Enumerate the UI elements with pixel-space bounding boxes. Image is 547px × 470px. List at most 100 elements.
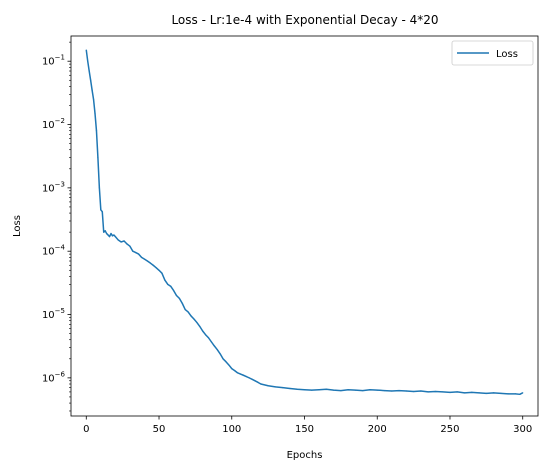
data-point: [282, 387, 284, 389]
data-point: [164, 279, 166, 281]
legend: Loss: [451, 40, 534, 66]
data-point: [143, 258, 146, 260]
legend-label: Loss: [496, 49, 518, 60]
data-point: [405, 390, 407, 392]
data-point: [274, 386, 277, 388]
data-point: [138, 253, 140, 255]
x-tick-label: 100: [222, 424, 241, 435]
data-point: [225, 361, 227, 363]
data-point: [391, 390, 393, 392]
data-point: [132, 250, 134, 252]
data-point: [175, 294, 178, 297]
data-point: [140, 256, 143, 258]
data-point: [242, 374, 244, 376]
data-point: [234, 370, 236, 372]
data-point: [187, 311, 189, 313]
data-point: [170, 285, 172, 287]
data-point: [420, 390, 422, 392]
data-point: [216, 348, 218, 351]
x-tick-label: 200: [368, 424, 387, 435]
data-point: [311, 389, 313, 391]
data-point: [289, 387, 291, 390]
data-point: [92, 98, 95, 100]
data-point: [190, 315, 192, 317]
chart-title: Loss - Lr:1e-4 with Exponential Decay - …: [171, 13, 438, 27]
data-point: [193, 318, 195, 320]
data-point: [514, 393, 517, 395]
x-ticks: 0 50 100 150 200 250 300: [83, 416, 532, 435]
data-point: [478, 392, 480, 394]
y-tick-label: 10−2: [42, 117, 65, 131]
legend-box: [451, 40, 534, 66]
data-point: [442, 391, 444, 393]
data-point: [383, 389, 386, 392]
data-point: [110, 232, 112, 235]
data-point: [369, 389, 371, 391]
data-point: [100, 209, 102, 211]
data-point: [202, 330, 204, 332]
data-point: [91, 89, 93, 91]
y-tick-label: 10−5: [42, 307, 65, 321]
data-point: [354, 389, 357, 391]
data-point: [485, 392, 487, 394]
y-tick-label: 10−3: [42, 180, 65, 194]
data-point: [434, 390, 437, 393]
data-point: [146, 260, 148, 262]
data-point: [199, 325, 201, 327]
y-axis-label: Loss: [12, 215, 23, 237]
data-point: [149, 262, 151, 264]
x-axis-label: Epochs: [287, 450, 323, 461]
data-point: [172, 289, 175, 292]
data-point: [228, 364, 230, 366]
data-point: [108, 236, 111, 238]
data-point: [507, 393, 509, 395]
data-point: [129, 245, 131, 247]
data-point: [236, 372, 239, 374]
x-tick-label: 50: [153, 424, 166, 435]
y-tick-label: 10−1: [42, 54, 65, 68]
data-point: [107, 234, 109, 236]
data-point: [427, 391, 429, 393]
data-point: [500, 392, 502, 394]
data-point: [332, 389, 335, 391]
data-point: [362, 389, 364, 392]
y-tick-label: 10−4: [42, 244, 66, 258]
x-tick-label: 0: [83, 424, 89, 435]
data-point: [248, 377, 250, 379]
data-point: [161, 272, 163, 274]
data-point: [340, 389, 342, 392]
plot-frame: [70, 35, 539, 417]
data-point: [251, 378, 253, 380]
data-point: [101, 211, 103, 213]
data-point: [113, 234, 115, 236]
data-point: [413, 390, 415, 393]
data-point: [449, 391, 451, 393]
data-point: [463, 392, 466, 394]
data-point: [318, 389, 320, 391]
data-point: [95, 130, 98, 132]
data-point: [325, 388, 327, 390]
data-point: [117, 239, 119, 241]
data-point: [471, 391, 473, 393]
data-point: [155, 267, 157, 269]
data-point: [158, 269, 160, 271]
data-point: [114, 236, 116, 238]
data-point: [123, 240, 125, 242]
data-point: [522, 392, 524, 394]
data-point: [296, 388, 298, 390]
data-point: [120, 241, 122, 243]
data-point: [94, 112, 96, 114]
plot-area: [71, 36, 538, 416]
data-point: [87, 60, 89, 62]
data-point: [196, 321, 198, 324]
data-point: [260, 383, 262, 385]
data-point: [245, 375, 247, 378]
data-point: [222, 358, 224, 360]
data-point: [257, 381, 259, 383]
data-point: [210, 341, 212, 343]
data-point: [184, 308, 186, 311]
x-tick-label: 150: [295, 424, 314, 435]
data-point: [126, 243, 128, 245]
data-point: [167, 283, 169, 285]
data-point: [90, 79, 92, 81]
